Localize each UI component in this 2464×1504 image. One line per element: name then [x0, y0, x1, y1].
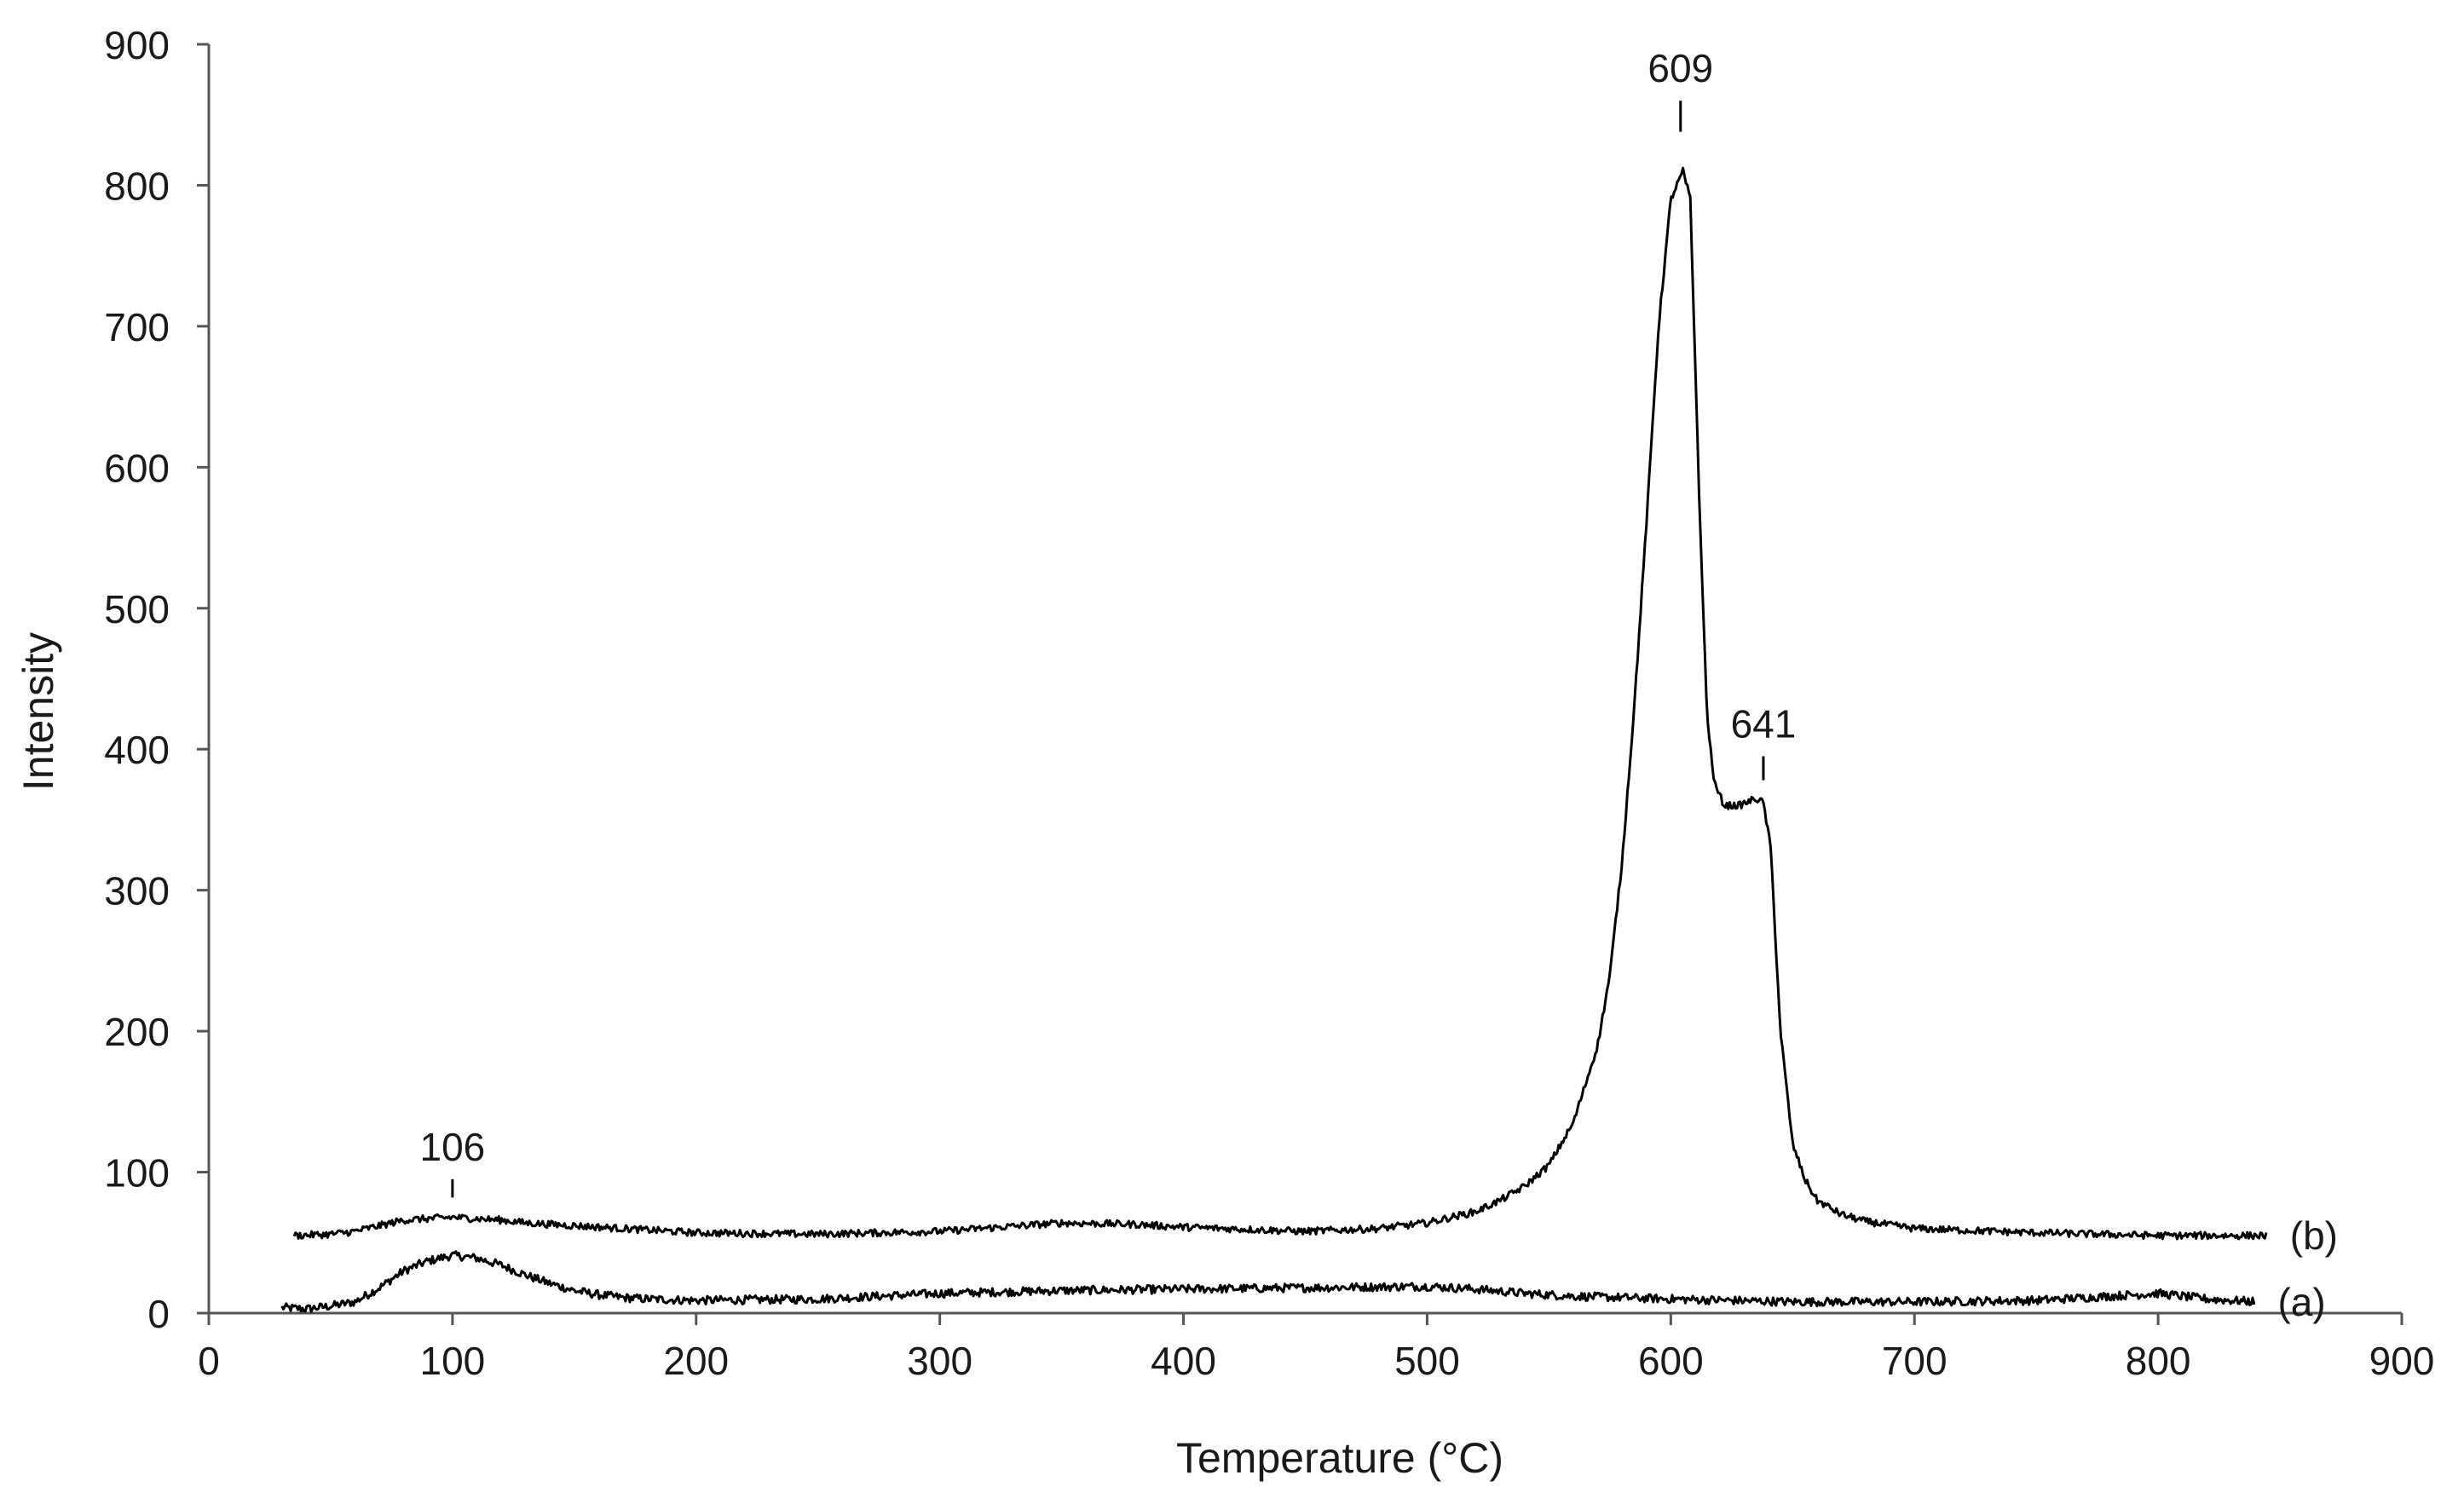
annotation-label: 609 — [1647, 46, 1713, 90]
y-tick-label: 500 — [104, 587, 170, 631]
x-tick-label: 900 — [2369, 1339, 2435, 1383]
axes: 0 100 200 300 400 500 600 700 800 900 0 100 200 300 40… — [104, 23, 2434, 1383]
y-tick-label: 600 — [104, 446, 170, 490]
x-axis-title: Temperature (°C) — [1176, 1434, 1503, 1482]
series-label: (a) — [2277, 1280, 2325, 1324]
x-tick-label: 400 — [1151, 1339, 1216, 1383]
x-tick-label: 600 — [1638, 1339, 1704, 1383]
series-label: (b) — [2290, 1213, 2338, 1258]
y-tick-label: 400 — [104, 728, 170, 772]
x-tick-label: 800 — [2126, 1339, 2191, 1383]
series-line-b — [292, 166, 2268, 1241]
y-tick-label: 0 — [147, 1292, 170, 1336]
x-tick-label: 300 — [907, 1339, 972, 1383]
x-tick-label: 500 — [1394, 1339, 1460, 1383]
y-tick-label: 700 — [104, 305, 170, 349]
y-tick-label: 300 — [104, 869, 170, 913]
x-tick-label: 200 — [663, 1339, 729, 1383]
y-tick-label: 100 — [104, 1151, 170, 1196]
y-tick-label: 800 — [104, 164, 170, 208]
annotation-label: 641 — [1731, 701, 1797, 746]
series-layer: (a) (b) — [280, 166, 2338, 1324]
y-tick-label: 200 — [104, 1010, 170, 1054]
y-axis-title: Intensity — [14, 632, 62, 791]
series-line-a — [280, 1250, 2256, 1313]
y-tick-label: 900 — [104, 23, 170, 67]
x-tick-label: 0 — [198, 1339, 220, 1383]
annotation-label: 106 — [420, 1125, 486, 1169]
x-tick-label: 100 — [420, 1339, 486, 1383]
x-tick-label: 700 — [1882, 1339, 1948, 1383]
annotations: 106 609 641 — [420, 46, 1797, 1198]
